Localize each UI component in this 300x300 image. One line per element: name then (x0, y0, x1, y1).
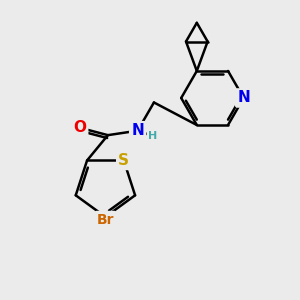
Text: H: H (148, 131, 158, 141)
Text: N: N (131, 123, 144, 138)
Text: N: N (237, 91, 250, 106)
Text: S: S (118, 153, 129, 168)
Text: O: O (73, 120, 86, 135)
Text: Br: Br (97, 213, 114, 227)
